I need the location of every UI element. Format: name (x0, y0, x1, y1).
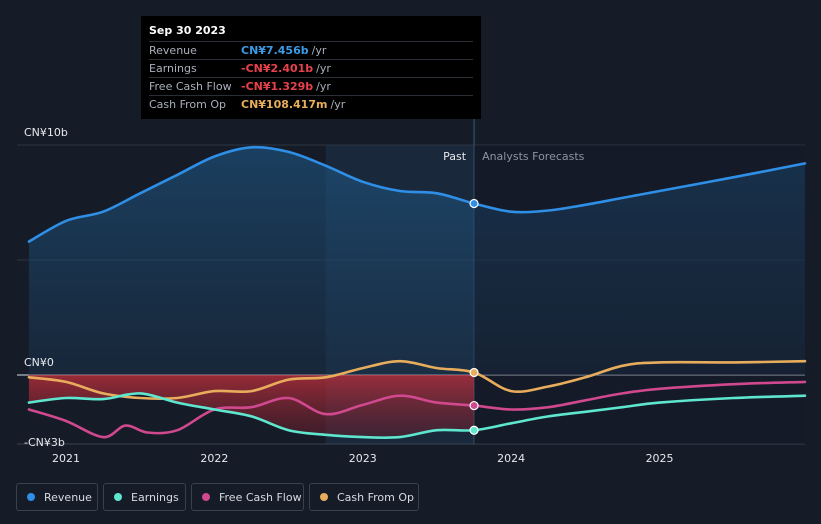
forecast-shade (474, 145, 805, 444)
tooltip-unit: /yr (316, 62, 331, 75)
legend-item-free-cash-flow[interactable]: Free Cash Flow (191, 483, 304, 511)
legend-label: Earnings (131, 490, 179, 504)
data-tooltip: Sep 30 2023 Revenue CN¥7.456b /yr Earnin… (141, 16, 481, 119)
tooltip-value: CN¥7.456b (241, 44, 309, 57)
legend-dot-icon (114, 493, 122, 501)
legend-label: Cash From Op (337, 490, 415, 504)
tooltip-label: Cash From Op (149, 98, 227, 111)
tooltip-row-earnings: Earnings -CN¥2.401b /yr (149, 59, 473, 77)
free-cash-flow-line (27, 380, 807, 439)
tooltip-row-revenue: Revenue CN¥7.456b /yr (149, 41, 473, 59)
tooltip-unit: /yr (316, 80, 331, 93)
legend-item-earnings[interactable]: Earnings (103, 483, 186, 511)
legend-dot-icon (202, 493, 210, 501)
revenue-line (27, 145, 807, 243)
legend-label: Revenue (44, 490, 92, 504)
legend-dot-icon (27, 493, 35, 501)
y-tick-label: CN¥0 (24, 356, 54, 369)
y-tick-label: CN¥10b (24, 126, 68, 139)
tooltip-value: -CN¥2.401b (241, 62, 314, 75)
legend-dot-icon (320, 493, 328, 501)
tooltip-label: Revenue (149, 44, 197, 57)
tooltip-label: Free Cash Flow (149, 80, 232, 93)
series-areas (28, 145, 805, 444)
legend-item-revenue[interactable]: Revenue (16, 483, 98, 511)
y-tick-label: -CN¥3b (24, 436, 65, 449)
revenue-area (28, 147, 805, 375)
tooltip-unit: /yr (311, 44, 327, 57)
tooltip-value: -CN¥1.329b (241, 80, 314, 93)
x-tick-label: 2025 (646, 452, 674, 465)
free-cash-flow-marker (469, 400, 479, 411)
revenue-marker (469, 198, 479, 209)
earnings-marker (469, 425, 479, 435)
earnings-line (27, 392, 807, 440)
tooltip-value: CN¥108.417m (241, 98, 328, 111)
series-lines (27, 145, 807, 440)
axis-labels: CN¥10b CN¥0 -CN¥3b 2021 2022 2023 2024 2025 Past… (24, 126, 674, 465)
tooltip-date: Sep 30 2023 (149, 24, 226, 37)
x-tick-label: 2021 (52, 452, 80, 465)
forecast-label: Analysts Forecasts (482, 150, 585, 163)
past-label: Past (443, 150, 467, 163)
x-tick-label: 2024 (497, 452, 525, 465)
tooltip-unit: /yr (330, 98, 346, 111)
series-markers (469, 198, 479, 435)
legend-item-cash-from-op[interactable]: Cash From Op (309, 483, 419, 511)
x-tick-label: 2022 (200, 452, 228, 465)
x-tick-label: 2023 (349, 452, 377, 465)
tooltip-row-cash-from-op: Cash From Op CN¥108.417m /yr (149, 95, 473, 113)
tooltip-label: Earnings (149, 62, 197, 75)
cash-from-op-marker (469, 367, 479, 378)
cash-from-op-line (27, 359, 807, 401)
tooltip-row-free-cash-flow: Free Cash Flow -CN¥1.329b /yr (149, 77, 473, 95)
legend-label: Free Cash Flow (219, 490, 302, 504)
